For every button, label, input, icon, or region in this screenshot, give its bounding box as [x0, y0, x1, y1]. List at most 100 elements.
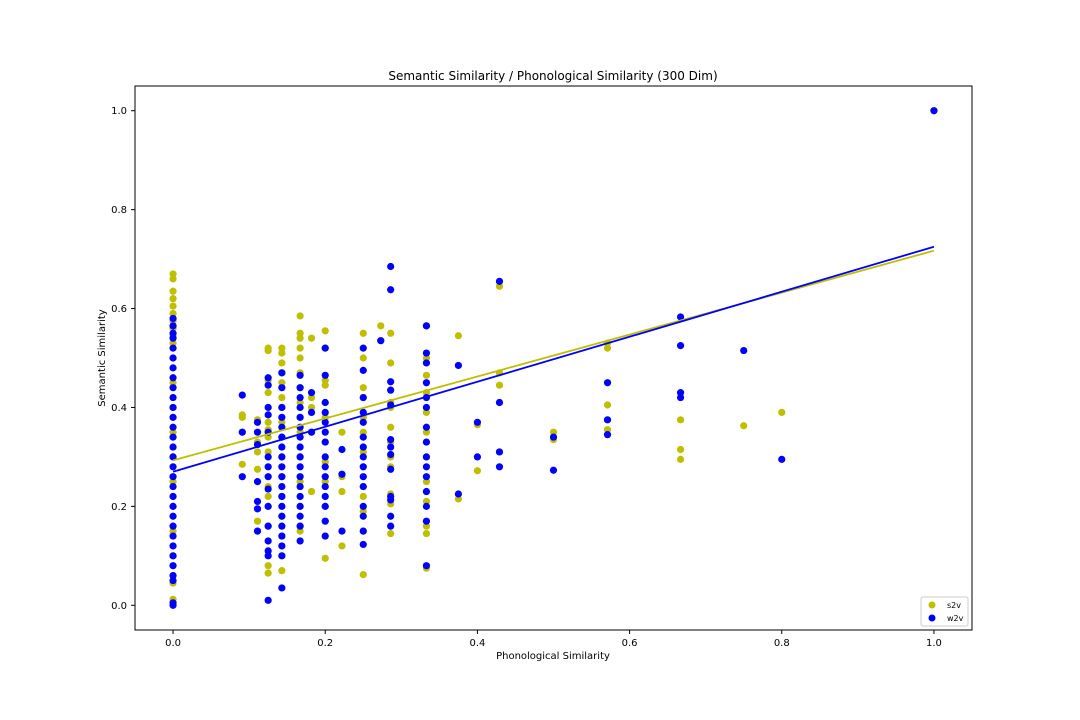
- point-s2v: [264, 448, 272, 456]
- point-w2v: [422, 359, 431, 367]
- point-w2v: [473, 418, 482, 426]
- point-w2v: [264, 522, 272, 530]
- point-s2v: [338, 428, 346, 436]
- point-w2v: [422, 463, 431, 471]
- point-w2v: [169, 542, 177, 550]
- point-w2v: [359, 502, 367, 510]
- point-s2v: [549, 428, 558, 436]
- point-w2v: [321, 438, 329, 446]
- point-s2v: [169, 478, 177, 486]
- point-w2v: [169, 384, 177, 392]
- point-s2v: [321, 554, 329, 562]
- point-w2v: [338, 527, 346, 535]
- fit-lines: [172, 245, 935, 473]
- legend: s2v w2v: [920, 596, 969, 627]
- point-w2v: [603, 379, 612, 387]
- point-w2v: [264, 463, 272, 471]
- point-w2v: [338, 445, 346, 454]
- point-w2v: [321, 482, 329, 491]
- point-w2v: [238, 391, 246, 399]
- point-w2v: [278, 453, 286, 461]
- point-w2v: [387, 443, 395, 451]
- point-s2v: [169, 527, 177, 535]
- plot-area: [134, 85, 973, 631]
- point-w2v: [169, 354, 177, 362]
- point-s2v: [321, 478, 329, 486]
- point-s2v: [264, 492, 272, 501]
- point-w2v: [549, 466, 558, 474]
- point-w2v: [603, 416, 612, 424]
- point-s2v: [495, 381, 504, 389]
- point-s2v: [387, 423, 395, 431]
- point-s2v: [359, 571, 367, 579]
- point-w2v: [307, 408, 316, 416]
- point-w2v: [422, 438, 431, 446]
- point-w2v: [278, 552, 286, 560]
- point-w2v: [359, 344, 367, 352]
- point-w2v: [359, 418, 367, 426]
- point-w2v: [169, 552, 177, 560]
- point-w2v: [321, 502, 329, 510]
- point-w2v: [321, 463, 329, 471]
- point-s2v: [454, 495, 462, 503]
- point-w2v: [264, 403, 272, 412]
- point-w2v: [422, 487, 431, 496]
- point-w2v: [278, 542, 286, 550]
- point-s2v: [169, 302, 177, 310]
- point-w2v: [264, 552, 272, 560]
- point-w2v: [676, 389, 685, 397]
- point-s2v: [740, 422, 748, 430]
- y-tick-label: 0.8: [111, 205, 127, 216]
- legend-label-s2v: s2v: [947, 601, 961, 610]
- point-w2v: [778, 455, 786, 463]
- point-s2v: [387, 359, 395, 367]
- point-w2v: [264, 596, 272, 604]
- point-w2v: [321, 398, 329, 407]
- point-w2v: [387, 262, 395, 271]
- point-w2v: [278, 512, 286, 520]
- point-s2v: [169, 270, 177, 278]
- point-w2v: [603, 431, 612, 439]
- point-s2v: [321, 381, 329, 389]
- point-s2v: [359, 492, 367, 501]
- point-w2v: [321, 532, 329, 540]
- point-s2v: [278, 379, 286, 387]
- fit-line-s2v: [172, 249, 935, 462]
- point-w2v: [454, 490, 462, 498]
- point-w2v: [169, 413, 177, 421]
- point-w2v: [296, 453, 304, 461]
- point-w2v: [253, 527, 262, 535]
- point-w2v: [278, 384, 286, 392]
- point-s2v: [264, 418, 272, 426]
- point-w2v: [296, 403, 304, 412]
- point-w2v: [676, 342, 685, 350]
- point-s2v: [296, 334, 304, 342]
- point-w2v: [321, 428, 329, 436]
- point-w2v: [253, 428, 262, 436]
- point-w2v: [238, 473, 246, 481]
- point-w2v: [296, 482, 304, 491]
- x-axis-label: Phonological Similarity: [496, 651, 610, 662]
- point-w2v: [359, 393, 367, 402]
- point-w2v: [253, 505, 262, 513]
- point-s2v: [359, 448, 367, 456]
- point-w2v: [264, 502, 272, 510]
- x-tick-label: 0.8: [774, 638, 790, 649]
- x-tick-label: 1.0: [926, 638, 942, 649]
- point-w2v: [264, 537, 272, 545]
- point-w2v: [422, 473, 431, 481]
- point-w2v: [387, 286, 395, 294]
- point-w2v: [359, 443, 367, 451]
- point-w2v: [387, 496, 395, 504]
- point-s2v: [603, 426, 612, 434]
- point-s2v: [296, 398, 304, 407]
- point-s2v: [321, 327, 329, 335]
- point-s2v: [778, 408, 786, 416]
- point-w2v: [307, 389, 316, 397]
- point-w2v: [238, 428, 246, 436]
- point-w2v: [169, 492, 177, 501]
- point-s2v: [307, 403, 316, 412]
- point-s2v: [264, 569, 272, 577]
- point-s2v: [278, 567, 286, 575]
- point-s2v: [676, 416, 685, 424]
